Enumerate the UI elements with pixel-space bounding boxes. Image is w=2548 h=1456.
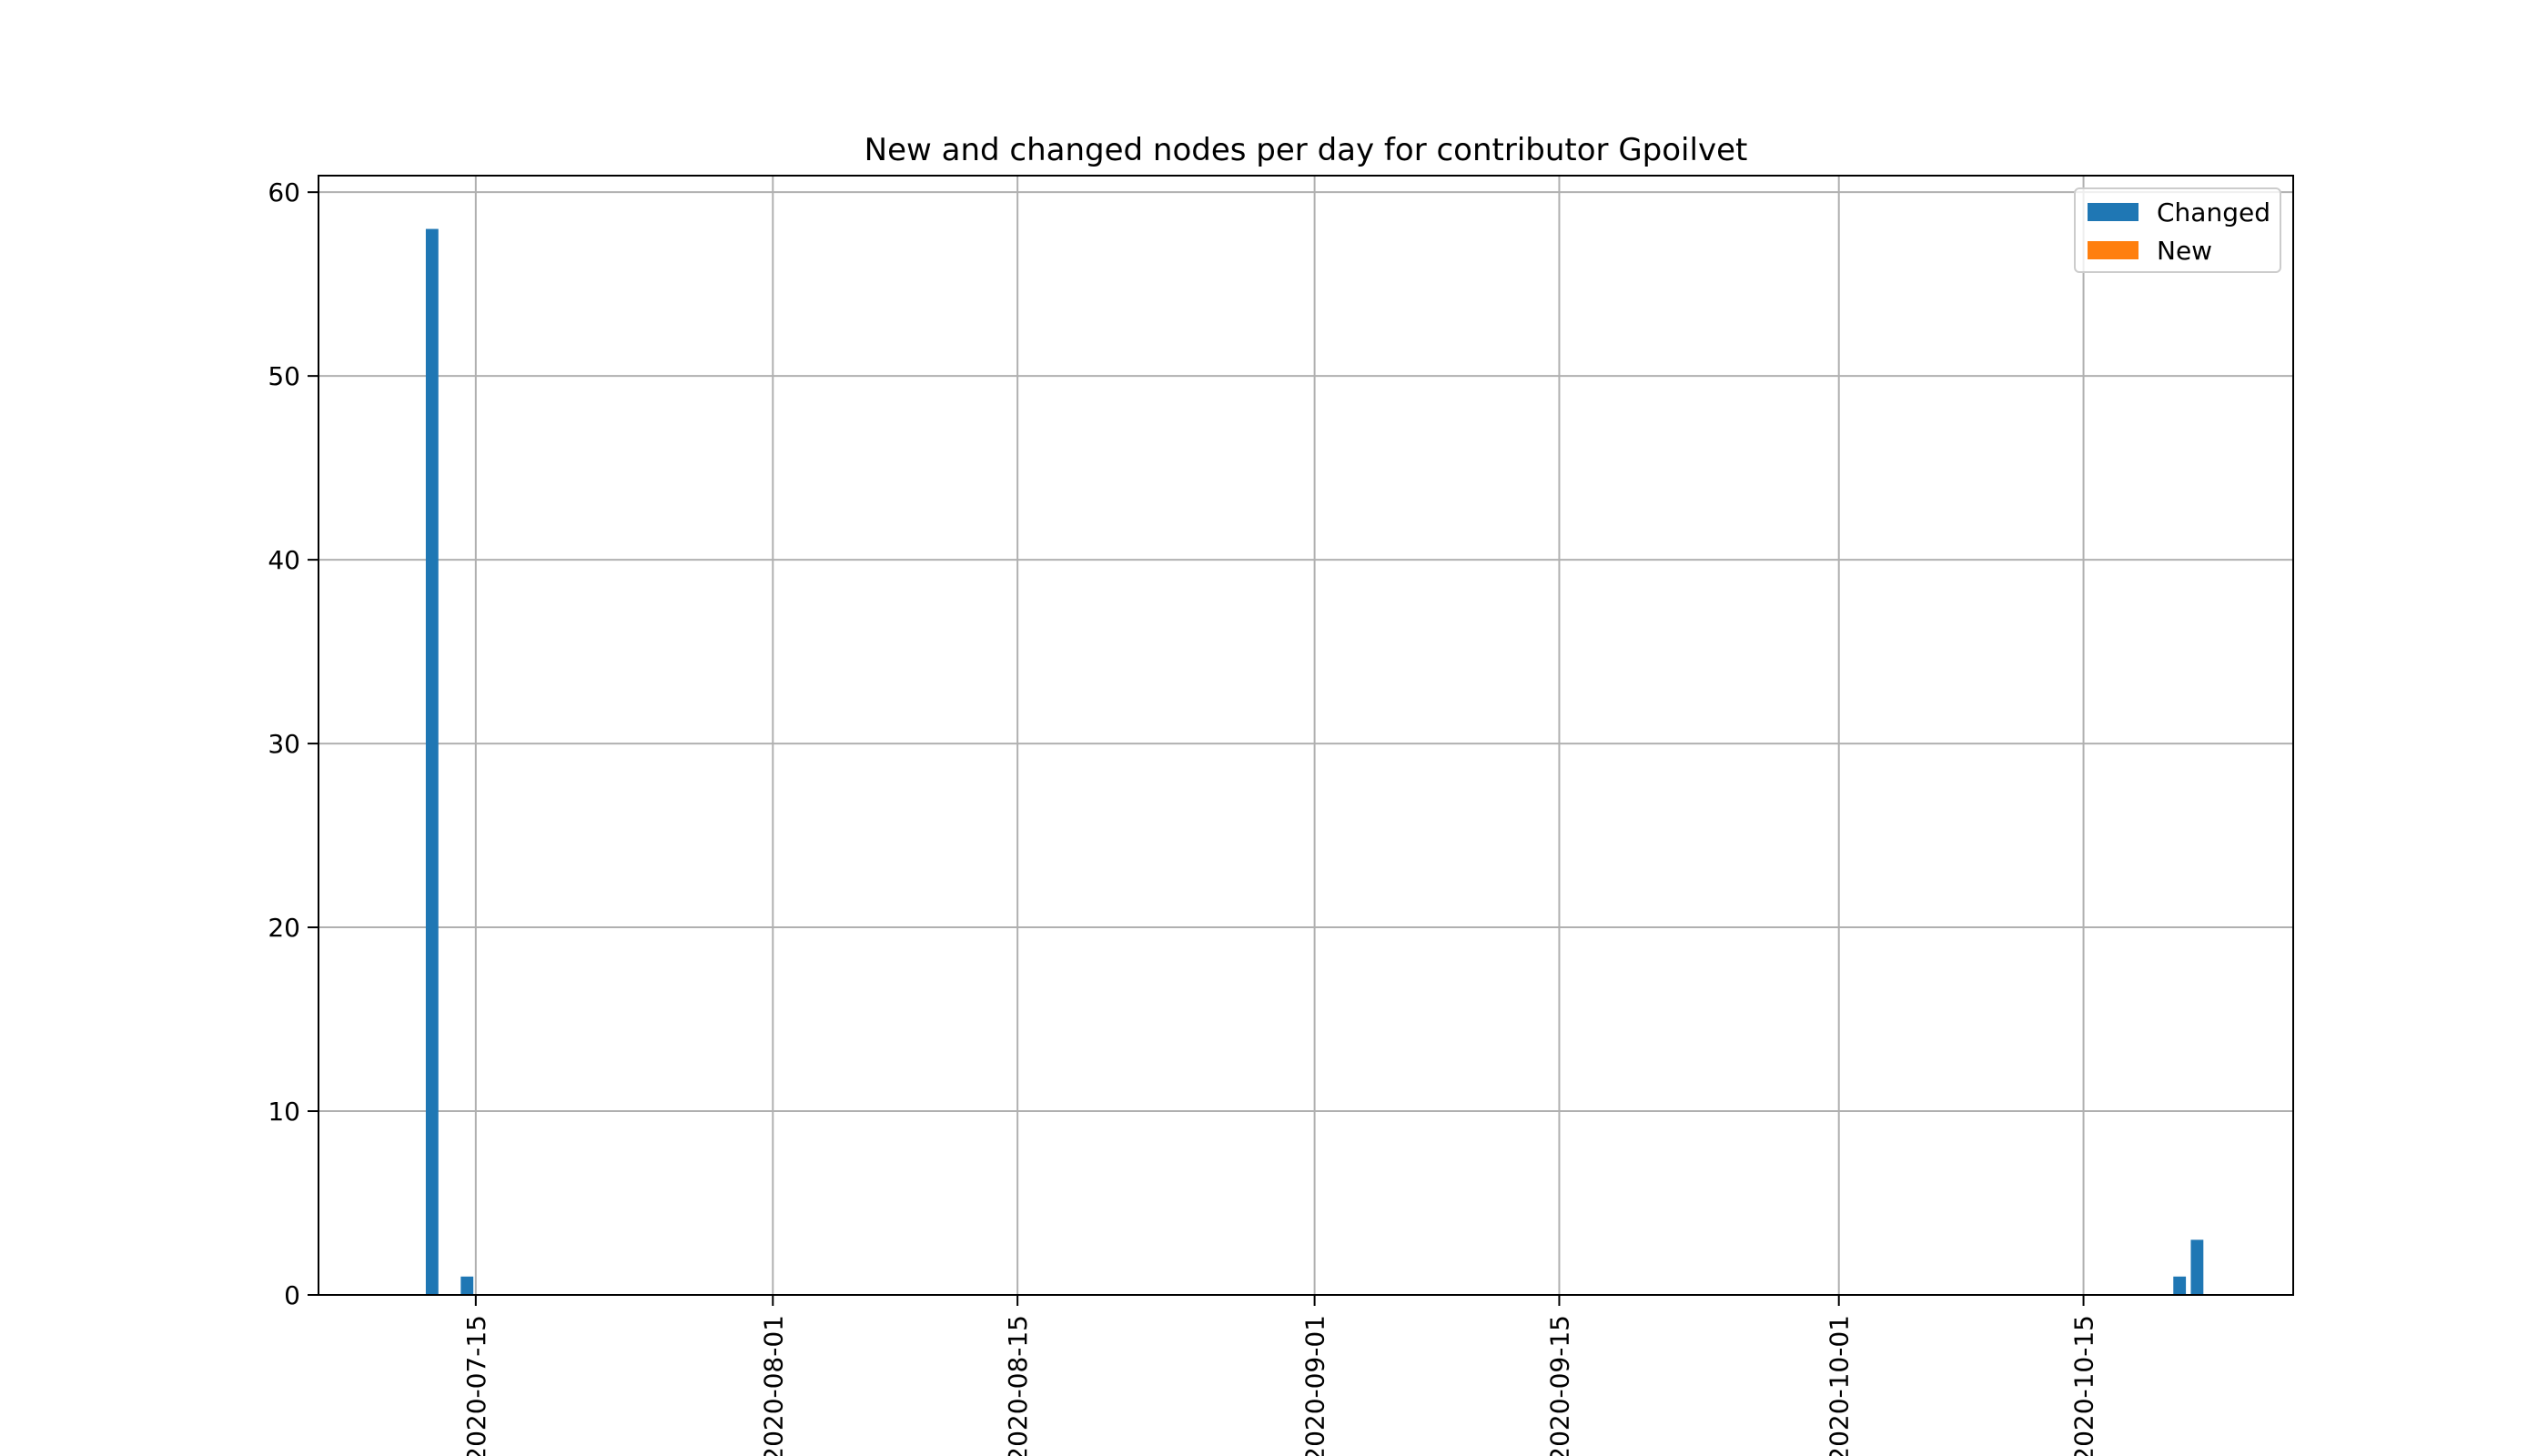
bar-changed-2020-07-14 xyxy=(460,1276,474,1295)
y-tick-label: 20 xyxy=(268,913,300,943)
x-tick-label: 2020-08-01 xyxy=(758,1315,788,1456)
legend: Changed New xyxy=(2074,187,2281,273)
chart-title: New and changed nodes per day for contri… xyxy=(864,132,1748,168)
y-tick-label: 50 xyxy=(268,361,300,391)
x-tick-label: 2020-07-15 xyxy=(461,1315,491,1456)
bar-changed-2020-10-20 xyxy=(2173,1276,2187,1295)
y-tick-label: 30 xyxy=(268,729,300,759)
y-tick-label: 40 xyxy=(268,545,300,575)
y-tick-label: 0 xyxy=(284,1280,300,1310)
x-tick-label: 2020-08-15 xyxy=(1003,1315,1033,1456)
plot-area xyxy=(318,176,2293,1295)
bar-changed-2020-07-12 xyxy=(425,228,439,1296)
bars xyxy=(425,228,2204,1296)
x-tick-label: 2020-10-01 xyxy=(1825,1315,1855,1456)
axes-frame xyxy=(318,175,2294,1296)
axis-ticks: 2020-07-15 2020-08-01 2020-08-15 2020-09-01… xyxy=(268,177,2098,1456)
x-tick-label: 2020-09-15 xyxy=(1544,1315,1574,1456)
legend-swatch-new xyxy=(2088,241,2138,259)
y-tick-label: 10 xyxy=(268,1097,300,1127)
bar-changed-2020-10-21 xyxy=(2190,1239,2204,1295)
y-tick-label: 60 xyxy=(268,177,300,207)
x-tick-label: 2020-10-15 xyxy=(2069,1315,2099,1456)
legend-swatch-changed xyxy=(2088,203,2138,221)
legend-label-new: New xyxy=(2157,236,2212,266)
x-tick-label: 2020-09-01 xyxy=(1300,1315,1330,1456)
legend-label-changed: Changed xyxy=(2157,197,2270,228)
